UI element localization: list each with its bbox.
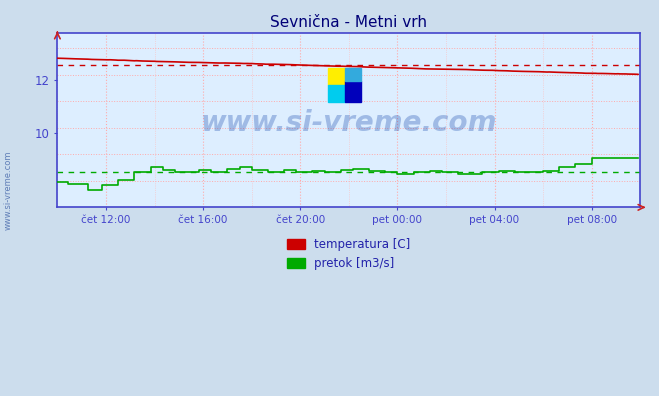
Bar — [345, 82, 361, 103]
Bar — [328, 85, 345, 103]
Bar — [328, 67, 345, 85]
Bar — [345, 67, 361, 82]
Legend: temperatura [C], pretok [m3/s]: temperatura [C], pretok [m3/s] — [283, 234, 415, 275]
Title: Sevnična - Metni vrh: Sevnična - Metni vrh — [270, 15, 427, 30]
Text: www.si-vreme.com: www.si-vreme.com — [200, 109, 497, 137]
Text: www.si-vreme.com: www.si-vreme.com — [4, 150, 13, 230]
